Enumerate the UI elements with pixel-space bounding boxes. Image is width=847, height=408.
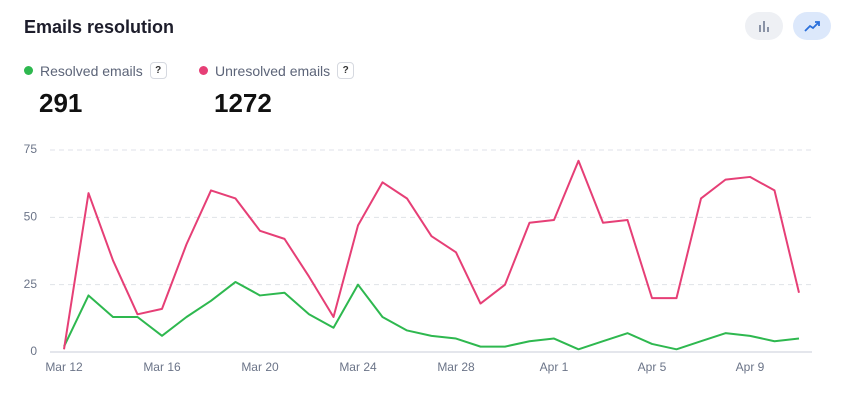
help-button[interactable]: ? <box>337 62 355 79</box>
y-tick-label: 50 <box>24 210 38 224</box>
legend-label: Unresolved emails <box>215 62 331 79</box>
help-button[interactable]: ? <box>149 62 167 79</box>
x-tick-label: Apr 5 <box>638 360 667 374</box>
bar-icon <box>759 21 769 32</box>
y-tick-label: 75 <box>24 142 38 156</box>
x-tick-label: Mar 12 <box>45 360 83 374</box>
y-tick-label: 25 <box>24 277 38 291</box>
series-line <box>63 280 800 351</box>
chart-title: Emails resolution <box>24 17 175 37</box>
line-icon <box>804 21 820 32</box>
legend-dot <box>24 66 33 75</box>
y-tick-label: 0 <box>30 344 37 358</box>
x-tick-label: Mar 28 <box>437 360 475 374</box>
line-view-button[interactable] <box>793 12 831 40</box>
series-line <box>63 159 800 350</box>
x-tick-label: Mar 16 <box>143 360 181 374</box>
total-value: 291 <box>39 88 83 118</box>
legend-dot <box>199 66 208 75</box>
legend-item: Unresolved emails ? <box>199 62 355 79</box>
total-value: 1272 <box>214 88 272 118</box>
x-tick-label: Apr 9 <box>736 360 765 374</box>
x-tick-label: Apr 1 <box>540 360 569 374</box>
legend-item: Resolved emails ? <box>24 62 167 79</box>
x-tick-label: Mar 20 <box>241 360 279 374</box>
bar-view-button[interactable] <box>745 12 783 40</box>
x-tick-label: Mar 24 <box>339 360 377 374</box>
legend-label: Resolved emails <box>40 62 143 79</box>
